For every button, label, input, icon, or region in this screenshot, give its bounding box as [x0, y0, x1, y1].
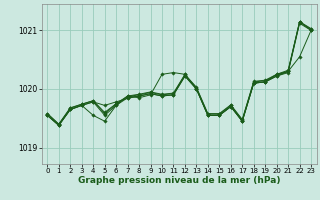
X-axis label: Graphe pression niveau de la mer (hPa): Graphe pression niveau de la mer (hPa) — [78, 176, 280, 185]
